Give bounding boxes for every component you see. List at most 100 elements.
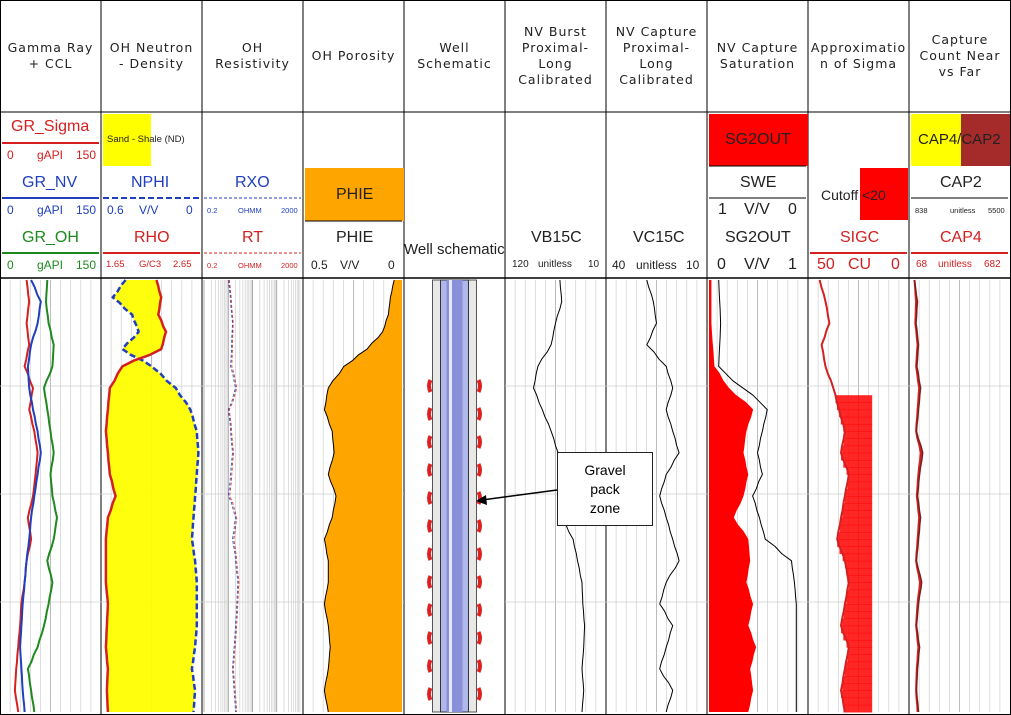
cutoff-fill-54: [844, 668, 873, 677]
perforation-left-632: [427, 631, 433, 645]
cutoff-fill-35: [838, 532, 873, 540]
cutoff-fill-32: [842, 510, 873, 519]
cutoff-fill-23: [842, 445, 873, 454]
legend-swe-max: 0: [788, 201, 797, 218]
track-title-oh-resistivity: OH Resistivity: [215, 40, 290, 71]
perforation-left-464: [427, 463, 433, 477]
cutoff-fill-42: [848, 582, 873, 591]
cutoff-fill-59: [843, 704, 873, 713]
perforation-left-492: [427, 491, 433, 505]
gravel-pack-callout: Gravel pack zone: [557, 452, 653, 526]
cutoff-fill-26: [846, 467, 873, 475]
legend-vb15c-unit: unitless: [538, 259, 572, 270]
track-title-capture-count: Capture Count Near vs Far: [919, 32, 1001, 79]
cutoff-fill-58: [842, 697, 873, 706]
cutoff-fill-55: [843, 676, 873, 684]
cutoff-fill-38: [842, 553, 873, 562]
curve-gr-sigma: [13, 279, 39, 713]
curve-rxo: [227, 279, 239, 713]
cutoff-fill-53: [846, 661, 873, 670]
legend-cutoff: Cutoff <20: [821, 187, 886, 203]
legend-nphi-name: NPHI: [131, 174, 170, 191]
cutoff-fill-44: [846, 596, 873, 605]
legend-gr-sigma-min: 0: [7, 148, 14, 162]
legend-cutoff-swatch: [860, 168, 908, 220]
cutoff-fill-52: [847, 654, 873, 663]
legend-sg2out-max: 1: [788, 256, 797, 273]
cutoff-fill-29: [846, 488, 873, 497]
legend-rt-min: 0.2: [207, 261, 218, 270]
legend-vc15c-unit: unitless: [636, 258, 677, 272]
cutoff-fill-39: [844, 560, 873, 569]
legend-sand-shale: Sand - Shale (ND): [107, 134, 185, 145]
legend-cap2-max: 5500: [988, 206, 1005, 215]
perforation-right-688: [476, 687, 482, 701]
legend-rho-max: 2.65: [173, 259, 192, 270]
legend-rt-max: 2000: [281, 261, 298, 270]
cutoff-fill-49: [843, 632, 873, 641]
legend-cap4-min: 68: [916, 259, 928, 270]
legend-sg2out-unit: V/V: [744, 256, 770, 273]
track-title-well-schematic: Well Schematic: [417, 40, 492, 71]
legend-rxo-unit: OHMM: [238, 206, 262, 215]
cutoff-fill-34: [839, 524, 873, 533]
legend-swe-unit: V/V: [744, 201, 770, 218]
perforation-right-660: [476, 659, 482, 673]
perforation-right-408: [476, 407, 482, 421]
cutoff-fill-41: [847, 575, 873, 583]
legend-nphi-min: 0.6: [107, 203, 124, 217]
legend-gr-oh-min: 0: [7, 258, 14, 272]
curve-phie: [323, 279, 395, 713]
perforation-right-604: [476, 603, 482, 617]
legend-well-schematic: Well schematic: [404, 241, 505, 258]
legend-gr-oh-max: 150: [76, 258, 97, 272]
cutoff-fill-46: [843, 611, 873, 619]
track-title-oh-porosity: OH Porosity: [311, 48, 396, 63]
sg2out-fill: [709, 280, 756, 712]
perforation-right-520: [476, 519, 482, 533]
legend-sg2out-name: SG2OUT: [725, 229, 791, 246]
legend-sg2out-min: 0: [717, 256, 726, 273]
curve-sigc: [818, 279, 850, 713]
legend-gr-nv-max: 150: [76, 203, 97, 217]
perforation-left-576: [427, 575, 433, 589]
curve-gr-oh: [26, 279, 58, 713]
legend-swe-min: 1: [718, 201, 727, 218]
legend-cap2-unit: unitless: [950, 206, 976, 215]
legend-cap4-swatch: [911, 114, 961, 166]
legend-sg2out-fill-name: SG2OUT: [725, 131, 791, 148]
perforation-right-548: [476, 547, 482, 561]
perforation-left-408: [427, 407, 433, 421]
curve-cap2: [913, 279, 924, 713]
cutoff-fill-33: [841, 517, 873, 526]
perforation-right-464: [476, 463, 482, 477]
legend-gr-sigma-max: 150: [76, 148, 97, 162]
legend-phie-fill-name: PHIE: [336, 186, 374, 203]
legend-cap4-unit: unitless: [938, 259, 972, 270]
legend-gr-nv-name: GR_NV: [22, 174, 78, 191]
perforation-left-548: [427, 547, 433, 561]
legend-vb15c-name: VB15C: [531, 229, 582, 246]
legend-sigc-min: 50: [817, 256, 835, 273]
legend-gr-nv-min: 0: [7, 203, 14, 217]
cutoff-fill-20: [843, 424, 873, 432]
cutoff-fill-31: [843, 503, 873, 511]
callout-arrow-line: [481, 489, 558, 501]
legend-cap4-name: CAP4: [940, 229, 982, 246]
legend-rho-min: 1.65: [106, 259, 125, 270]
curve-swe: [718, 279, 797, 712]
legend-vb15c-max: 10: [588, 259, 600, 270]
legend-sand-shale-swatch: [103, 114, 151, 166]
cutoff-fill-51: [848, 647, 873, 655]
cutoff-fill-27: [848, 474, 873, 483]
track-title-nv-capture: NV Capture Proximal- Long Calibrated: [615, 24, 698, 87]
legend-sigc-name: SIGC: [840, 229, 880, 246]
cutoff-fill-28: [847, 481, 873, 490]
legend-cap2-name: CAP2: [940, 174, 982, 191]
cutoff-fill-48: [841, 625, 873, 634]
cutoff-fill-45: [844, 604, 873, 612]
legend-phie-name: PHIE: [336, 229, 374, 246]
track-title-oh-neutron-density: OH Neutron - Density: [109, 40, 194, 71]
perforation-right-380: [476, 379, 482, 393]
legend-phie-swatch: [305, 168, 404, 221]
